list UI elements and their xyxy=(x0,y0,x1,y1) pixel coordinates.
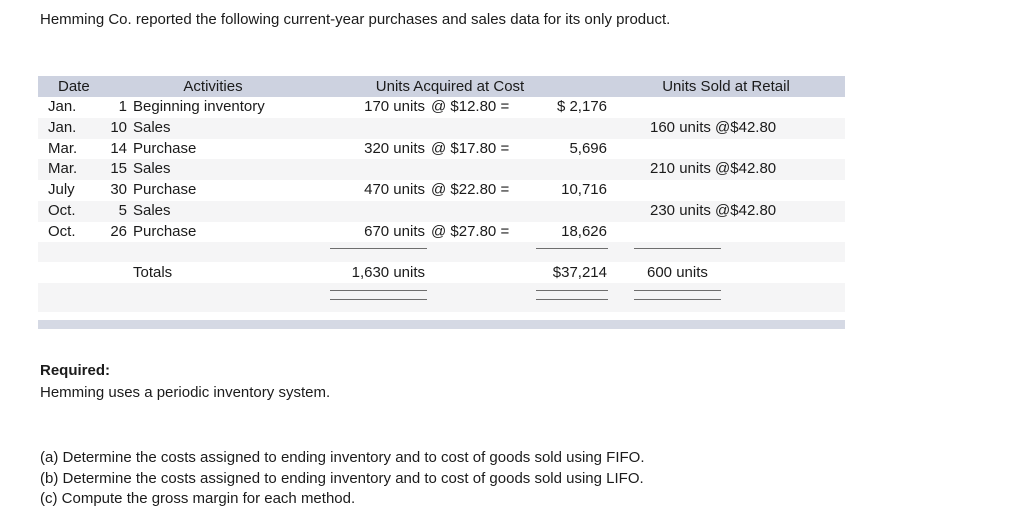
units-sold-cell xyxy=(607,139,845,160)
date-day: 14 xyxy=(110,139,127,157)
units-sold-cell: 160 units @$42.80 xyxy=(650,118,777,136)
unit-cost-cell xyxy=(425,118,525,139)
unit-cost-cell xyxy=(425,201,525,222)
date-day: 30 xyxy=(110,181,127,198)
activity-cell: Sales xyxy=(133,160,171,178)
table-row: Oct. 26 Purchase 670 units @ $27.80 = 18,… xyxy=(38,221,845,243)
totals-units-sold: 600 units xyxy=(647,264,708,282)
problem-statement: Hemming Co. reported the following curre… xyxy=(40,11,671,28)
date-month: Jan. xyxy=(48,98,77,115)
activity-cell: Purchase xyxy=(133,139,197,157)
activity-cell: Purchase xyxy=(133,222,197,240)
header-units-acquired: Units Acquired at Cost xyxy=(375,78,525,95)
cost-amount-cell: 5,696 xyxy=(569,139,607,157)
units-acquired-cell: 670 units xyxy=(364,222,425,240)
units-sold-cell: 210 units @$42.80 xyxy=(650,160,777,178)
cost-amount-cell xyxy=(525,159,607,180)
cost-amount-cell xyxy=(525,201,607,222)
header-date: Date xyxy=(58,78,90,95)
unit-cost-cell: @ $17.80 = xyxy=(431,139,510,157)
date-month: Oct. xyxy=(48,222,76,240)
units-acquired-cell: 170 units xyxy=(364,98,425,115)
unit-cost-cell: @ $12.80 = xyxy=(431,98,510,115)
purchases-sales-table: Date Activities Units Acquired at Cost U… xyxy=(38,76,845,330)
date-month: Mar. xyxy=(48,160,78,178)
totals-rule-row xyxy=(38,242,845,263)
table-row: Mar. 14 Purchase 320 units @ $17.80 = 5,6… xyxy=(38,138,845,160)
table-row: Oct. 5 Sales 230 units @$42.80 xyxy=(38,200,845,222)
activity-cell: Beginning inventory xyxy=(133,98,265,115)
table-row: Mar. 15 Sales 210 units @$42.80 xyxy=(38,159,845,180)
date-day: 5 xyxy=(118,201,127,219)
table-row: Jan. 10 Sales 160 units @$42.80 xyxy=(38,117,845,139)
date-cell: Jan. 10 xyxy=(38,118,133,139)
date-cell: Oct. 26 xyxy=(38,222,133,243)
cost-amount-cell: $ 2,176 xyxy=(556,98,607,115)
totals-units-acquired: 1,630 units xyxy=(351,264,425,282)
totals-row: Totals 1,630 units $37,214 600 units xyxy=(38,262,845,284)
units-acquired-cell xyxy=(293,118,425,139)
totals-label: Totals xyxy=(133,264,173,282)
units-acquired-cell xyxy=(293,201,425,222)
required-text: Hemming uses a periodic inventory system… xyxy=(40,383,331,401)
required-section: Required: Hemming uses a periodic invent… xyxy=(40,360,330,403)
double-rule-cost xyxy=(536,290,608,301)
unit-cost-cell: @ $27.80 = xyxy=(431,222,510,240)
date-day: 1 xyxy=(118,98,127,115)
date-month: Oct. xyxy=(48,201,76,219)
table-row: July 30 Purchase 470 units @ $22.80 = 10,… xyxy=(38,180,845,201)
task-list: (a) Determine the costs assigned to endi… xyxy=(40,448,645,510)
task-b: (b) Determine the costs assigned to endi… xyxy=(40,469,644,487)
single-rule-cost xyxy=(536,248,608,250)
totals-double-rule-row xyxy=(38,283,845,313)
units-sold-cell xyxy=(607,97,845,118)
unit-cost-cell: @ $22.80 = xyxy=(431,181,510,198)
date-cell: Mar. 14 xyxy=(38,139,133,160)
header-units-sold: Units Sold at Retail xyxy=(662,78,790,95)
date-month: Mar. xyxy=(48,139,78,157)
double-rule-units xyxy=(330,290,427,301)
single-rule-sold xyxy=(634,248,721,250)
cost-amount-cell xyxy=(525,118,607,139)
unit-cost-cell xyxy=(425,159,525,180)
task-c: (c) Compute the gross margin for each me… xyxy=(40,490,356,508)
units-sold-cell: 230 units @$42.80 xyxy=(650,201,777,219)
table-row: Jan. 1 Beginning inventory 170 units @ $1… xyxy=(38,97,845,118)
task-a: (a) Determine the costs assigned to endi… xyxy=(40,449,645,466)
cost-amount-cell: 10,716 xyxy=(561,181,607,198)
date-cell: Mar. 15 xyxy=(38,159,133,180)
units-sold-cell xyxy=(607,180,845,201)
activity-cell: Purchase xyxy=(133,181,197,198)
date-month: July xyxy=(48,181,75,198)
activity-cell: Sales xyxy=(133,118,171,136)
date-cell: July 30 xyxy=(38,180,133,201)
units-acquired-cell: 320 units xyxy=(364,139,425,157)
units-sold-cell xyxy=(607,222,845,243)
units-acquired-cell: 470 units xyxy=(364,181,425,198)
date-day: 26 xyxy=(110,222,127,240)
table-header-row: Date Activities Units Acquired at Cost U… xyxy=(38,76,845,97)
activity-cell: Sales xyxy=(133,201,171,219)
double-rule-sold xyxy=(634,290,721,301)
date-cell: Jan. 1 xyxy=(38,97,133,118)
table-footer-bar xyxy=(38,320,845,330)
table-gap xyxy=(38,312,845,321)
units-acquired-cell xyxy=(293,159,425,180)
cost-amount-cell: 18,626 xyxy=(561,222,607,240)
date-month: Jan. xyxy=(48,118,77,136)
totals-cost: $37,214 xyxy=(552,264,607,282)
date-day: 10 xyxy=(110,118,127,136)
header-activities: Activities xyxy=(183,78,243,95)
required-heading: Required: xyxy=(40,362,111,379)
date-day: 15 xyxy=(110,160,127,178)
date-cell: Oct. 5 xyxy=(38,201,133,222)
single-rule-units xyxy=(330,248,427,250)
